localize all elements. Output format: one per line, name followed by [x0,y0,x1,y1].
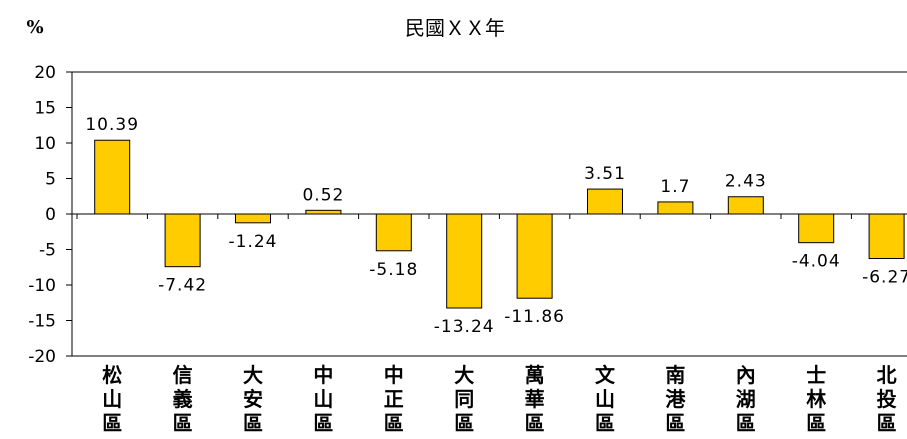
data-label: -1.24 [229,232,278,252]
data-label: 2.43 [725,172,767,192]
x-category-label: 北投區 [877,363,897,435]
bar [798,213,835,244]
y-tick-label: 5 [45,170,56,190]
data-label: 1.7 [660,177,690,197]
bar [516,213,553,299]
x-category-label: 松山區 [102,363,122,435]
bar [375,213,412,252]
bar [657,201,694,215]
x-axis [72,213,907,219]
x-category-label: 萬華區 [525,363,545,435]
data-label: 10.39 [85,115,139,135]
category-labels-group: 松山區 信義區 大安區 中山區 中正區 大同區 萬華區 文山區 南港區 內湖區 士林區 北投區 [102,363,896,435]
bars-group [94,139,905,309]
data-label: 0.52 [302,185,344,205]
chart-title: 民國ＸＸ年 [405,16,505,40]
x-category-label: 士林區 [806,363,826,435]
bar [94,139,131,215]
bar [305,209,342,215]
y-tick-label: 15 [34,99,56,119]
y-tick-label: 0 [45,205,56,225]
x-category-label: 內湖區 [736,363,756,435]
data-label: 3.51 [584,164,626,184]
bar [235,213,271,224]
y-tick-label: -15 [28,312,56,332]
bar [727,196,764,215]
y-axis-unit-label: % [26,17,43,38]
x-category-label: 南港區 [665,363,686,435]
bar [868,213,905,260]
y-tick-label: -5 [39,241,56,261]
bar [446,213,483,309]
x-category-label: 中山區 [313,363,333,435]
data-label: -6.27 [862,268,907,288]
x-category-label: 中正區 [384,363,404,435]
y-tick-label: 20 [34,63,56,83]
bar [164,213,201,268]
data-label: -11.86 [504,307,565,327]
data-label: -4.04 [792,252,841,272]
x-category-label: 文山區 [595,363,616,435]
data-label: -5.18 [369,260,418,280]
y-tick-label: -20 [28,347,56,367]
y-tick-label: 10 [34,134,56,154]
data-label: -7.42 [158,276,207,296]
bar [587,188,623,215]
data-labels-group: 10.39 -7.42 -1.24 0.52 -5.18 -13.24 -11.86 3.51… [85,115,907,337]
y-tick-label: -10 [28,276,56,296]
x-category-label: 大安區 [243,363,263,435]
x-category-label: 大同區 [454,363,474,435]
y-axis: -20 -15 -10 -5 0 5 10 15 20 [28,63,72,367]
x-category-label: 信義區 [173,363,193,435]
data-label: -13.24 [434,317,495,337]
